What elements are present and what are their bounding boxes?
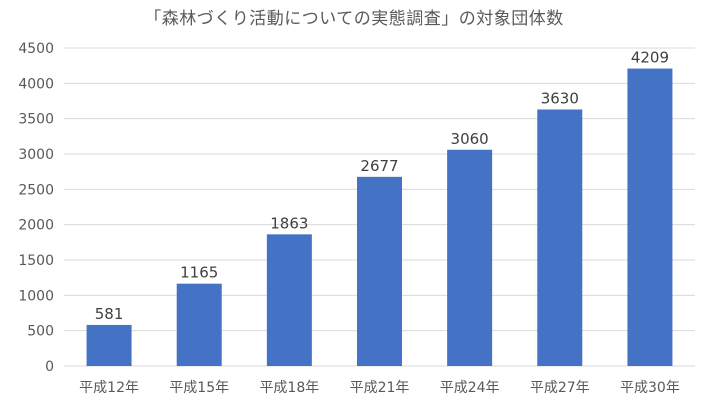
data-label: 1165 xyxy=(180,264,218,282)
x-tick-label: 平成12年 xyxy=(79,380,139,396)
y-tick-label: 2500 xyxy=(18,182,54,198)
bar xyxy=(86,324,132,366)
data-label: 3630 xyxy=(541,89,579,107)
x-tick-label: 平成30年 xyxy=(620,380,680,396)
x-tick-label: 平成21年 xyxy=(350,380,410,396)
data-label: 581 xyxy=(95,305,124,323)
x-tick-label: 平成15年 xyxy=(169,380,229,396)
x-tick-label: 平成27年 xyxy=(530,380,590,396)
x-tick-label: 平成24年 xyxy=(440,380,500,396)
bar xyxy=(537,109,583,366)
bar xyxy=(357,176,402,366)
x-tick-label: 平成18年 xyxy=(259,380,319,396)
data-label: 4209 xyxy=(631,49,669,67)
bar xyxy=(627,68,673,367)
y-tick-label: 3000 xyxy=(18,147,54,163)
y-tick-label: 2000 xyxy=(18,218,54,234)
y-tick-label: 0 xyxy=(45,359,54,375)
y-tick-label: 1500 xyxy=(18,253,54,269)
y-tick-label: 1000 xyxy=(18,288,54,304)
bar xyxy=(447,149,493,366)
bar xyxy=(176,283,222,366)
bar xyxy=(266,234,312,366)
y-tick-label: 4000 xyxy=(18,76,54,92)
data-label: 1863 xyxy=(270,214,308,232)
y-tick-label: 4500 xyxy=(18,41,54,57)
data-label: 3060 xyxy=(451,130,489,148)
chart-title: 「森林づくり活動についての実態調査」の対象団体数 xyxy=(144,9,564,29)
y-tick-label: 500 xyxy=(27,324,54,340)
y-tick-label: 3500 xyxy=(18,112,54,128)
data-label: 2677 xyxy=(360,157,398,175)
